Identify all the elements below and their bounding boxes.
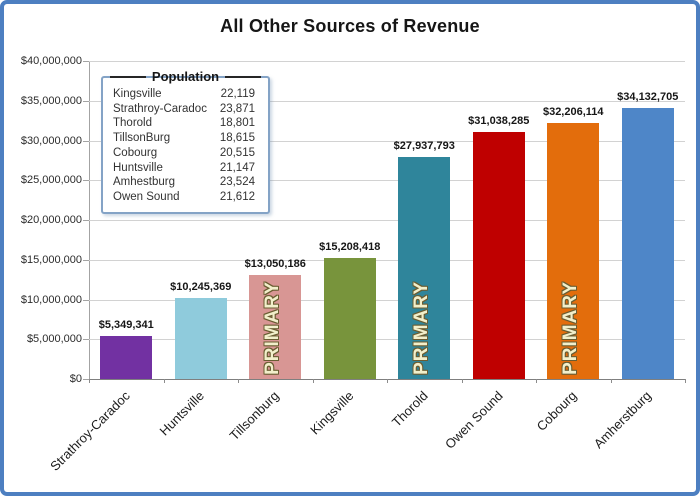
- primary-watermark: PRIMARY: [411, 281, 433, 375]
- bar-value-label: $5,349,341: [98, 319, 154, 332]
- primary-watermark: PRIMARY: [262, 281, 284, 375]
- bar-value-label: $15,208,418: [319, 241, 381, 254]
- x-axis-tick: [387, 379, 388, 383]
- chart-title: All Other Sources of Revenue: [220, 16, 480, 36]
- bar-amherstburg: [621, 107, 674, 379]
- legend-row: Amhestburg 23,524: [103, 175, 268, 190]
- x-axis-label: Cobourg: [533, 388, 580, 434]
- y-axis-label: $35,000,000: [20, 94, 82, 107]
- bar-huntsville: [174, 297, 227, 379]
- legend-entry-value: 18,615: [219, 132, 255, 145]
- x-axis-tick: [312, 379, 314, 383]
- y-axis-label: $20,000,000: [20, 214, 82, 226]
- x-axis-label: Huntsville: [156, 388, 208, 439]
- legend-entry-value: 22,119: [220, 88, 255, 100]
- y-axis-label: $30,000,000: [20, 134, 82, 147]
- x-axis-label: Amherstburg: [591, 388, 655, 452]
- legend-entry-value: 23,524: [219, 176, 255, 189]
- gridline: [89, 339, 685, 341]
- bar-kingsville: [323, 258, 376, 379]
- population-legend: Population Kingsville 22,119 Strathroy-Car…: [101, 69, 270, 214]
- legend-entry-name: Cobourg: [113, 146, 158, 159]
- x-axis-tick: [536, 379, 537, 383]
- gridline: [89, 259, 685, 261]
- legend-entry-name: Owen Sound: [113, 190, 180, 203]
- x-axis-tick: [238, 379, 239, 383]
- y-axis-tick: [83, 299, 89, 301]
- x-axis-label: Tillsonburg: [226, 388, 282, 444]
- legend-entry-value: 18,801: [219, 117, 255, 130]
- x-axis-tick: [685, 379, 686, 383]
- y-axis-label: $5,000,000: [26, 333, 82, 346]
- x-axis-label: Thorold: [389, 388, 431, 430]
- legend-row: Kingsville 22,119: [103, 87, 268, 102]
- gridline: [89, 100, 685, 102]
- bar-value-label: $32,206,114: [542, 105, 604, 118]
- gridline: [89, 299, 685, 301]
- legend-header: Population: [110, 69, 262, 84]
- x-axis-tick: [461, 379, 463, 383]
- legend-entry-name: Thorold: [113, 117, 152, 130]
- x-axis-label: Owen Sound: [441, 388, 506, 452]
- legend-rows: Kingsville 22,119 Strathroy-Caradoc 23,871 T…: [103, 87, 268, 205]
- bar-value-label: $27,937,793: [393, 139, 455, 152]
- x-axis-label: Strathroy-Caradoc: [47, 388, 133, 474]
- bar-tillsonburg: PRIMARY: [249, 275, 302, 379]
- legend-row: Strathroy-Caradoc 23,871: [103, 102, 268, 117]
- bar-thorold: PRIMARY: [398, 156, 451, 379]
- gridline: [89, 61, 685, 62]
- primary-watermark: PRIMARY: [560, 281, 582, 375]
- legend-title: Population: [151, 69, 220, 84]
- legend-entry-name: Amhestburg: [113, 176, 176, 189]
- legend-entry-value: 21,612: [219, 190, 255, 203]
- y-axis-label: $0: [69, 373, 82, 385]
- legend-rule-left: [110, 75, 146, 78]
- legend-entry-name: Strathroy-Caradoc: [113, 102, 207, 115]
- y-axis-tick: [83, 259, 89, 261]
- y-axis-label: $10,000,000: [20, 293, 82, 306]
- y-axis-label: $15,000,000: [20, 253, 82, 266]
- legend-row: Owen Sound 21,612: [103, 190, 268, 205]
- y-axis-label: $25,000,000: [20, 174, 82, 187]
- bar-strathroy-caradoc: [100, 336, 153, 379]
- gridline: [89, 140, 685, 142]
- y-axis-label: $40,000,000: [20, 55, 82, 67]
- y-axis-tick: [83, 61, 89, 62]
- y-axis-tick: [83, 100, 89, 102]
- y-axis-tick: [83, 180, 89, 182]
- x-axis-tick: [89, 379, 90, 383]
- y-axis-tick: [83, 140, 89, 142]
- legend-row: Cobourg 20,515: [103, 146, 268, 161]
- legend-entry-value: 20,515: [219, 146, 255, 159]
- legend-row: Thorold 18,801: [103, 116, 268, 131]
- x-axis-tick: [610, 379, 612, 383]
- bar-cobourg: PRIMARY: [547, 122, 600, 379]
- legend-row: TillsonBurg 18,615: [103, 131, 268, 146]
- y-axis-tick: [83, 379, 89, 380]
- legend-entry-name: TillsonBurg: [113, 132, 171, 145]
- x-axis-tick: [163, 379, 165, 383]
- y-axis-tick: [83, 339, 89, 341]
- gridline: [89, 180, 685, 182]
- legend-entry-value: 23,871: [219, 102, 255, 115]
- bar-value-label: $13,050,186: [244, 258, 306, 271]
- x-axis-label: Kingsville: [306, 388, 357, 438]
- bar-value-label: $10,245,369: [170, 280, 232, 293]
- legend-row: Huntsville 21,147: [103, 161, 268, 176]
- bar-value-label: $31,038,285: [468, 115, 530, 128]
- gridline: [89, 220, 685, 221]
- bar-owen-sound: [472, 132, 525, 379]
- legend-entry-name: Huntsville: [113, 161, 163, 174]
- legend-entry-name: Kingsville: [113, 88, 162, 100]
- legend-rule-right: [225, 75, 262, 78]
- bar-value-label: $34,132,705: [617, 90, 679, 103]
- y-axis-tick: [83, 220, 89, 221]
- legend-entry-value: 21,147: [219, 161, 255, 174]
